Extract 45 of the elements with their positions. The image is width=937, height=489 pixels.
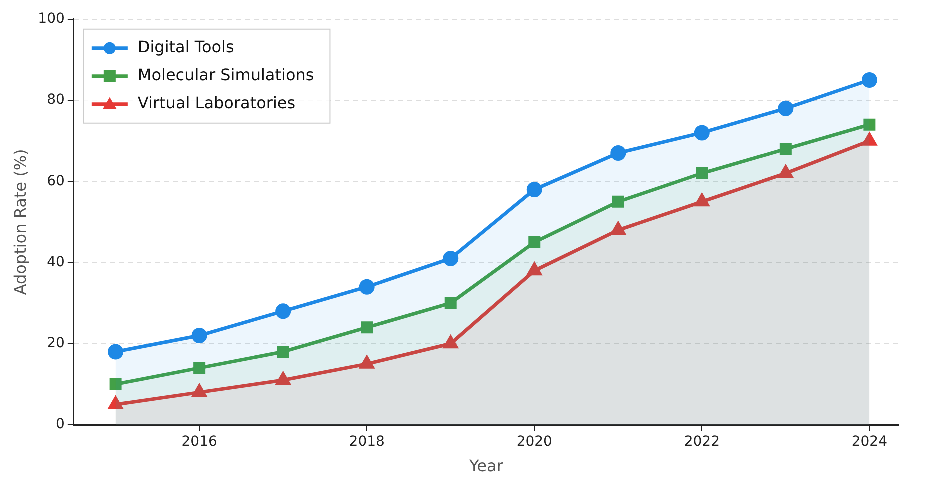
point bbox=[276, 372, 290, 386]
point bbox=[108, 396, 123, 410]
y-tick-label: 40 bbox=[47, 254, 65, 270]
point bbox=[696, 168, 708, 180]
y-tick-label: 80 bbox=[47, 92, 65, 108]
point bbox=[526, 182, 542, 198]
point bbox=[277, 346, 290, 358]
point bbox=[612, 196, 624, 208]
legend-label: Digital Tools bbox=[138, 38, 234, 57]
legend-label: Virtual Laboratories bbox=[138, 94, 296, 113]
legend-label: Molecular Simulations bbox=[138, 66, 314, 85]
point bbox=[108, 344, 124, 360]
x-axis-title: Year bbox=[468, 456, 504, 476]
y-tick-label: 100 bbox=[38, 11, 65, 28]
point bbox=[862, 133, 877, 146]
x-tick-label: 2020 bbox=[516, 434, 552, 450]
point bbox=[528, 236, 541, 248]
x-tick-label: 2016 bbox=[182, 434, 218, 450]
point bbox=[443, 250, 459, 266]
point bbox=[780, 143, 792, 156]
point bbox=[444, 336, 458, 349]
x-tick-label: 2022 bbox=[684, 434, 720, 450]
point bbox=[695, 194, 710, 207]
point bbox=[611, 222, 626, 236]
point bbox=[694, 125, 710, 141]
point bbox=[528, 263, 542, 276]
y-tick-label: 20 bbox=[47, 336, 65, 352]
point bbox=[276, 304, 292, 320]
point bbox=[192, 328, 208, 344]
y-axis-title: Adoption Rate (%) bbox=[10, 149, 30, 296]
point bbox=[360, 356, 374, 369]
x-tick-label: 2024 bbox=[852, 434, 888, 450]
point bbox=[361, 322, 374, 334]
point bbox=[444, 297, 457, 310]
x-tick-label: 2018 bbox=[349, 434, 385, 450]
point bbox=[359, 279, 375, 295]
point bbox=[610, 146, 626, 161]
y-tick-label: 60 bbox=[47, 173, 65, 190]
y-tick-label: 0 bbox=[56, 416, 65, 433]
point bbox=[778, 166, 793, 178]
point bbox=[862, 72, 878, 88]
point bbox=[192, 384, 207, 398]
point bbox=[194, 362, 206, 374]
point bbox=[864, 118, 876, 131]
point bbox=[778, 100, 794, 116]
